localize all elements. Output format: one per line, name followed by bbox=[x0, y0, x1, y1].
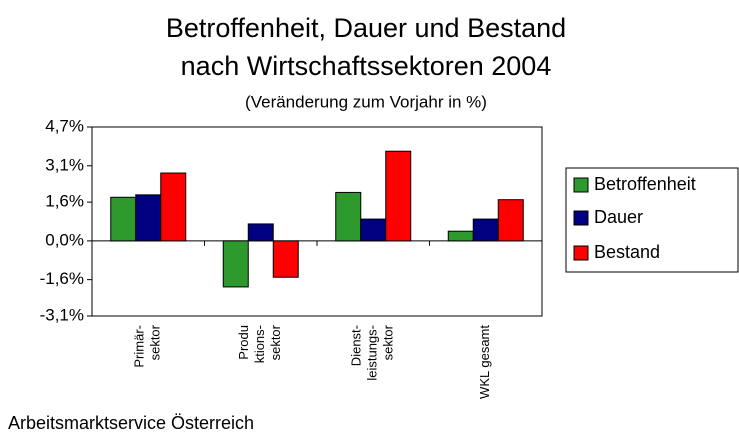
y-tick-label: 0,0% bbox=[45, 230, 84, 249]
x-tick-label: ktions- bbox=[252, 325, 267, 363]
y-tick-label: 1,6% bbox=[45, 192, 84, 211]
legend-label: Betroffenheit bbox=[594, 174, 696, 194]
bar bbox=[335, 191, 362, 242]
x-tick-label: Produ bbox=[236, 325, 251, 360]
legend-label: Bestand bbox=[594, 242, 660, 262]
x-tick-label: sektor bbox=[148, 324, 163, 360]
legend bbox=[565, 167, 739, 273]
source: Arbeitsmarktservice Österreich bbox=[8, 413, 254, 433]
bar bbox=[222, 240, 249, 288]
x-tick-label: leistungs- bbox=[365, 325, 380, 381]
legend-swatch bbox=[573, 177, 589, 193]
chart-title: nach Wirtschaftssektoren 2004 bbox=[181, 51, 552, 81]
x-tick-label: sektor bbox=[381, 324, 396, 360]
y-tick-label: 4,7% bbox=[45, 116, 84, 135]
bar bbox=[472, 218, 499, 242]
y-tick-label: -3,1% bbox=[40, 305, 84, 324]
bar bbox=[160, 172, 187, 242]
y-tick-label: 3,1% bbox=[45, 155, 84, 174]
x-tick-label: WKL gesamt bbox=[477, 325, 492, 399]
x-tick-label: Dienst- bbox=[349, 325, 364, 366]
bar bbox=[110, 196, 137, 242]
legend-label: Dauer bbox=[594, 207, 643, 227]
chart-subtitle: (Veränderung zum Vorjahr in %) bbox=[245, 92, 487, 111]
bar bbox=[447, 230, 474, 242]
legend-swatch bbox=[573, 210, 589, 226]
legend-swatch bbox=[573, 245, 589, 261]
chart-title: Betroffenheit, Dauer und Bestand bbox=[166, 13, 566, 43]
y-tick-label: -1,6% bbox=[40, 269, 84, 288]
bar bbox=[135, 194, 162, 242]
bar bbox=[360, 218, 387, 242]
bar bbox=[497, 199, 524, 242]
bar bbox=[385, 150, 412, 242]
bar bbox=[272, 240, 299, 278]
bar bbox=[247, 223, 274, 242]
x-tick-label: Primär- bbox=[132, 325, 147, 368]
x-tick-label: sektor bbox=[268, 324, 283, 360]
